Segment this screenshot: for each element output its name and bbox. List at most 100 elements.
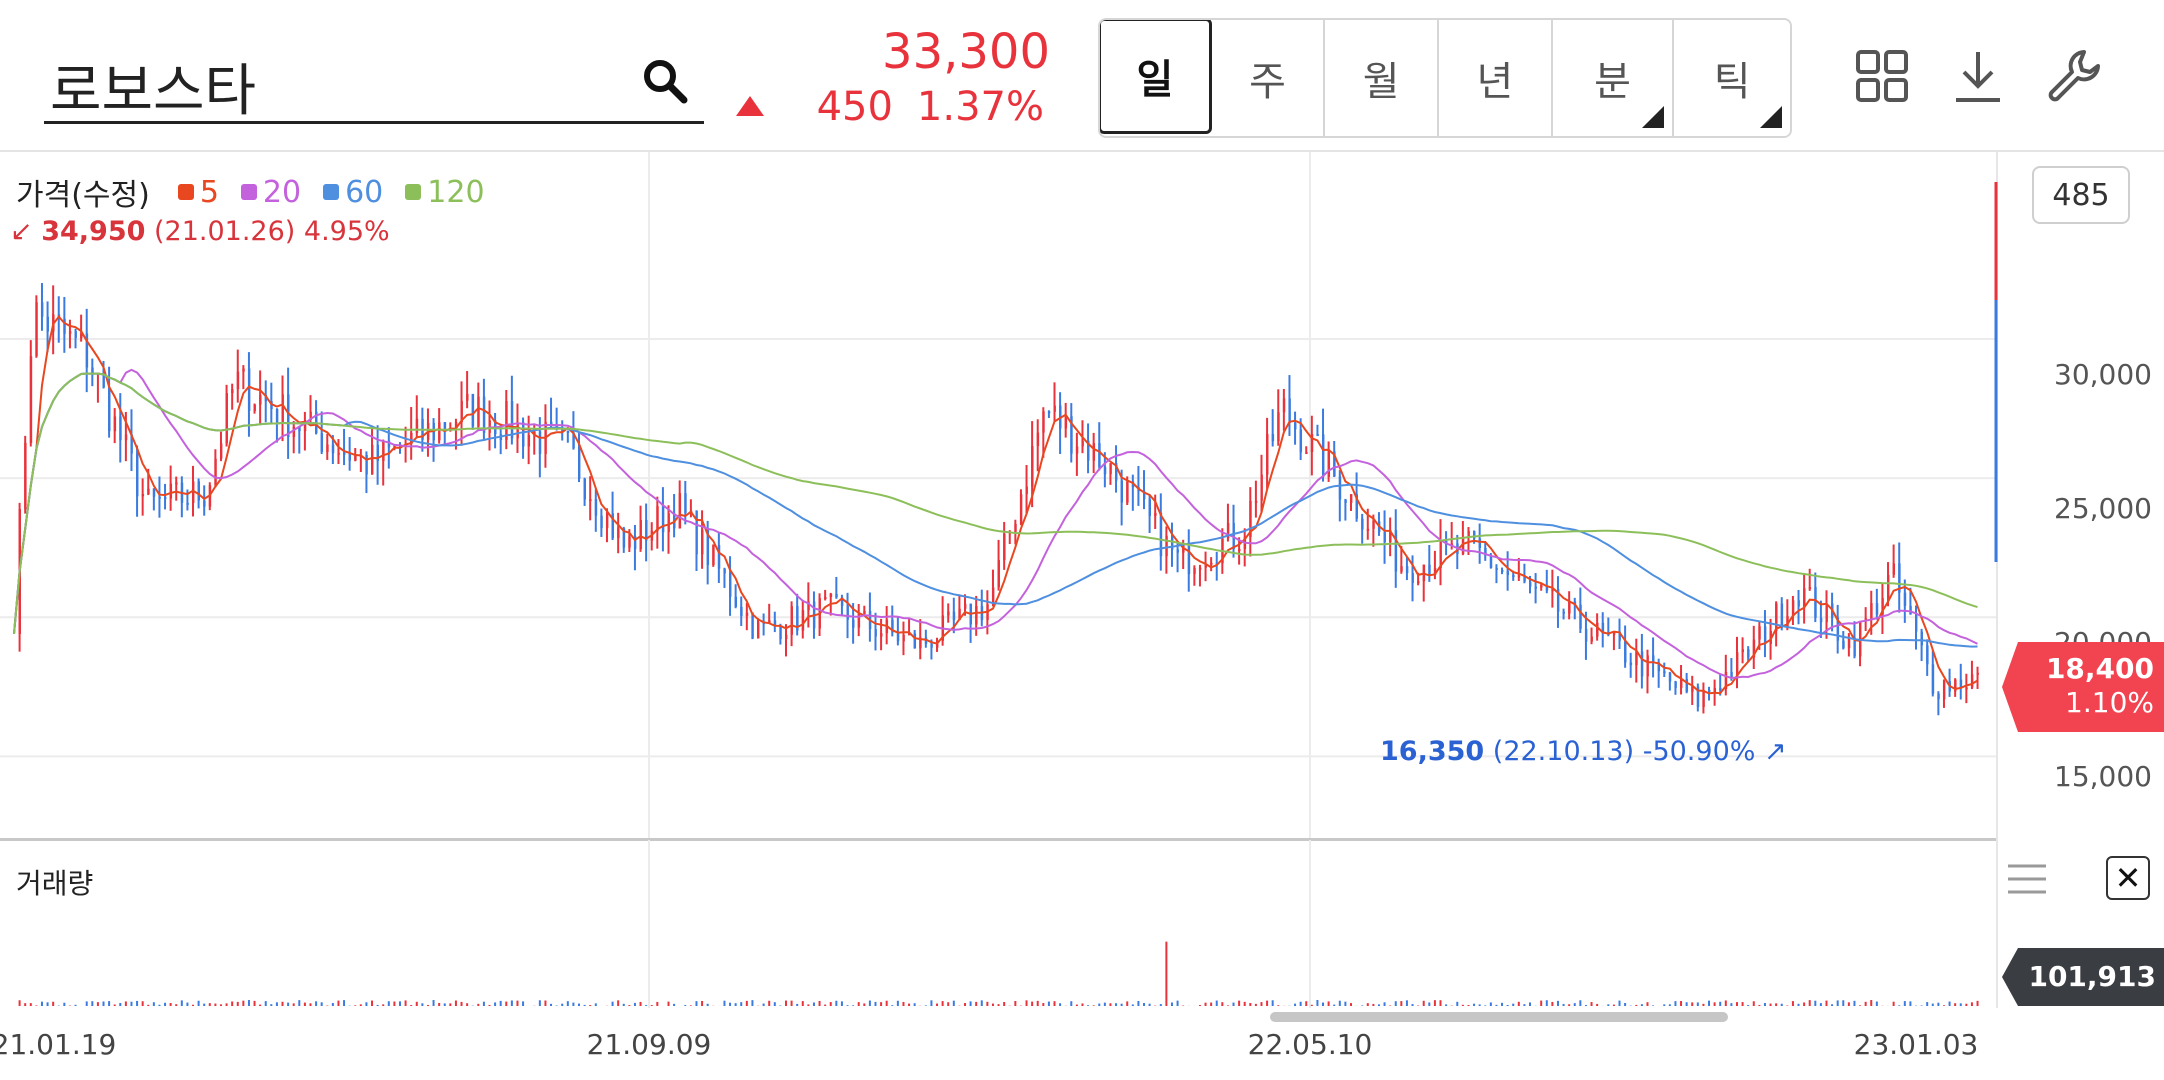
volume-bar (331, 1002, 334, 1006)
volume-bar (454, 1000, 457, 1006)
menu-icon[interactable] (2006, 862, 2048, 896)
volume-bar (510, 1000, 513, 1006)
volume-bar (751, 1000, 754, 1006)
candle-body (863, 610, 866, 614)
candle-body (1556, 589, 1560, 612)
volume-bar (516, 1000, 519, 1006)
candle-body (102, 372, 105, 388)
volume-bar (410, 1005, 413, 1006)
period-yearly-button[interactable]: 년 (1439, 20, 1553, 136)
candle-body (1294, 422, 1297, 430)
volume-bar (1713, 1002, 1716, 1006)
volume-bar (482, 1001, 485, 1006)
volume-bar (1198, 1005, 1201, 1006)
volume-bar (1540, 1000, 1543, 1006)
period-weekly-button[interactable]: 주 (1211, 20, 1326, 136)
volume-bar (1377, 1004, 1380, 1006)
candle-body (779, 625, 782, 640)
grid-icon[interactable] (1852, 46, 1912, 106)
candle-body (24, 442, 27, 510)
volume-bar (1159, 1004, 1162, 1006)
candle-body (1478, 538, 1482, 548)
candle-body (1154, 512, 1157, 516)
candle-body (1887, 574, 1890, 599)
volume-bar (1970, 1002, 1973, 1006)
candle-body (119, 416, 122, 441)
candle-body (1579, 604, 1582, 629)
candle-body (231, 389, 234, 394)
volume-bar (1898, 1005, 1901, 1006)
candle-body (85, 333, 89, 368)
candle-body (253, 404, 256, 411)
volume-bar (1277, 1005, 1280, 1006)
stock-search-field[interactable]: 로보스타 (44, 40, 704, 124)
candle-body (1159, 512, 1163, 557)
volume-bar (1942, 1005, 1945, 1006)
volume-bar (359, 1004, 362, 1006)
volume-bar (1215, 1000, 1218, 1006)
candle-body (583, 478, 586, 500)
period-tick-button[interactable]: 틱 (1674, 20, 1790, 136)
volume-bar (1735, 1002, 1738, 1006)
download-icon[interactable] (1948, 46, 2008, 106)
candle-body (908, 633, 911, 636)
volume-bar (214, 1003, 217, 1006)
candle-body (1724, 672, 1728, 690)
volume-bar (1036, 1000, 1039, 1006)
volume-bar (292, 1003, 295, 1006)
candle-body (1198, 567, 1202, 570)
volume-bar (1763, 1003, 1766, 1006)
candle-body (74, 331, 77, 338)
period-monthly-button[interactable]: 월 (1325, 20, 1440, 136)
search-icon[interactable] (640, 56, 690, 106)
candle-body (1629, 662, 1633, 666)
volume-bar (1143, 1003, 1146, 1006)
volume-bar (1103, 1002, 1106, 1006)
period-daily-button[interactable]: 일 (1100, 20, 1212, 134)
price-chart[interactable] (0, 152, 2164, 840)
volume-bar (807, 1004, 810, 1006)
volume-bar (729, 1002, 732, 1006)
volume-bar (1137, 1001, 1140, 1006)
ma-line-120 (13, 372, 1978, 634)
volume-bar (986, 1001, 989, 1006)
candle-body (1260, 474, 1263, 501)
close-icon[interactable]: ✕ (2106, 856, 2150, 900)
volume-bar (1825, 1000, 1828, 1006)
volume-bar (762, 1003, 765, 1006)
candle-body (1534, 586, 1537, 589)
candle-body (684, 493, 687, 514)
chart-scrollbar[interactable] (1270, 1012, 1728, 1022)
wrench-icon[interactable] (2044, 46, 2104, 106)
candle-body (1657, 662, 1661, 672)
candle-body (1959, 679, 1963, 688)
candle-body (1741, 649, 1744, 653)
candle-body (1786, 616, 1789, 628)
volume-bar (1719, 1001, 1722, 1006)
candle-body (1383, 532, 1386, 543)
candle-body (365, 454, 368, 475)
candle-body (1976, 672, 1979, 675)
candle-body (1176, 549, 1179, 553)
volume-bar (1758, 1004, 1761, 1006)
pane-divider[interactable] (0, 838, 1996, 841)
candle-body (729, 573, 732, 597)
visible-count-box[interactable]: 485 (2032, 166, 2130, 224)
volume-bar (1752, 1001, 1755, 1006)
volume-chart[interactable] (0, 840, 2164, 1008)
volume-bar (208, 1003, 211, 1006)
candle-body (1070, 416, 1073, 454)
period-minute-button[interactable]: 분 (1552, 20, 1675, 136)
volume-bar (550, 1003, 553, 1006)
candle-body (1355, 494, 1358, 519)
volume-bar (1361, 1005, 1364, 1006)
volume-bar (264, 1001, 267, 1006)
volume-bar (1635, 1004, 1638, 1006)
volume-bar (1819, 1003, 1822, 1006)
volume-bar (829, 1002, 832, 1006)
candle-body (807, 601, 810, 611)
candle-body (1942, 681, 1946, 700)
volume-bar (1545, 1000, 1548, 1006)
volume-bar (902, 1001, 905, 1006)
volume-bar (164, 1002, 167, 1006)
